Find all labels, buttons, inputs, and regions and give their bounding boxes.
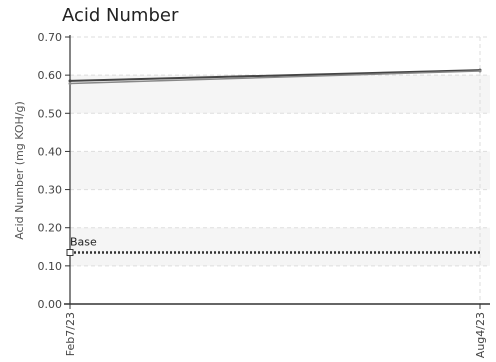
series-line bbox=[69, 70, 481, 85]
x-tick-label: Aug4/23 bbox=[474, 312, 487, 358]
y-tick-label: 0.00 bbox=[38, 298, 63, 311]
base-label: Base bbox=[70, 236, 97, 249]
background-band bbox=[70, 151, 490, 190]
y-tick-label: 0.20 bbox=[38, 222, 63, 235]
reference-layer bbox=[66, 249, 480, 257]
y-tick-label: 0.10 bbox=[38, 260, 63, 273]
y-tick-label: 0.70 bbox=[38, 31, 63, 44]
series-layer bbox=[68, 68, 482, 86]
axis-layer bbox=[64, 35, 490, 309]
y-tick-label: 0.30 bbox=[38, 184, 63, 197]
bands-layer bbox=[70, 75, 490, 266]
y-tick-label: 0.60 bbox=[38, 69, 63, 82]
series-line bbox=[69, 69, 481, 82]
data-point bbox=[478, 69, 482, 73]
background-band bbox=[70, 227, 490, 266]
y-axis-title: Acid Number (mg KOH/g) bbox=[13, 101, 26, 240]
base-marker bbox=[66, 249, 74, 257]
x-tick-label: Feb7/23 bbox=[64, 312, 77, 356]
chart-title: Acid Number bbox=[62, 5, 179, 26]
labels-layer: 0.00 0.10 0.20 0.30 0.40 0.50 0.60 0.70 Feb7/23 A… bbox=[13, 31, 487, 358]
data-point bbox=[68, 79, 72, 83]
y-tick-label: 0.50 bbox=[38, 107, 63, 120]
data-point bbox=[68, 82, 72, 86]
y-tick-label: 0.40 bbox=[38, 145, 63, 158]
